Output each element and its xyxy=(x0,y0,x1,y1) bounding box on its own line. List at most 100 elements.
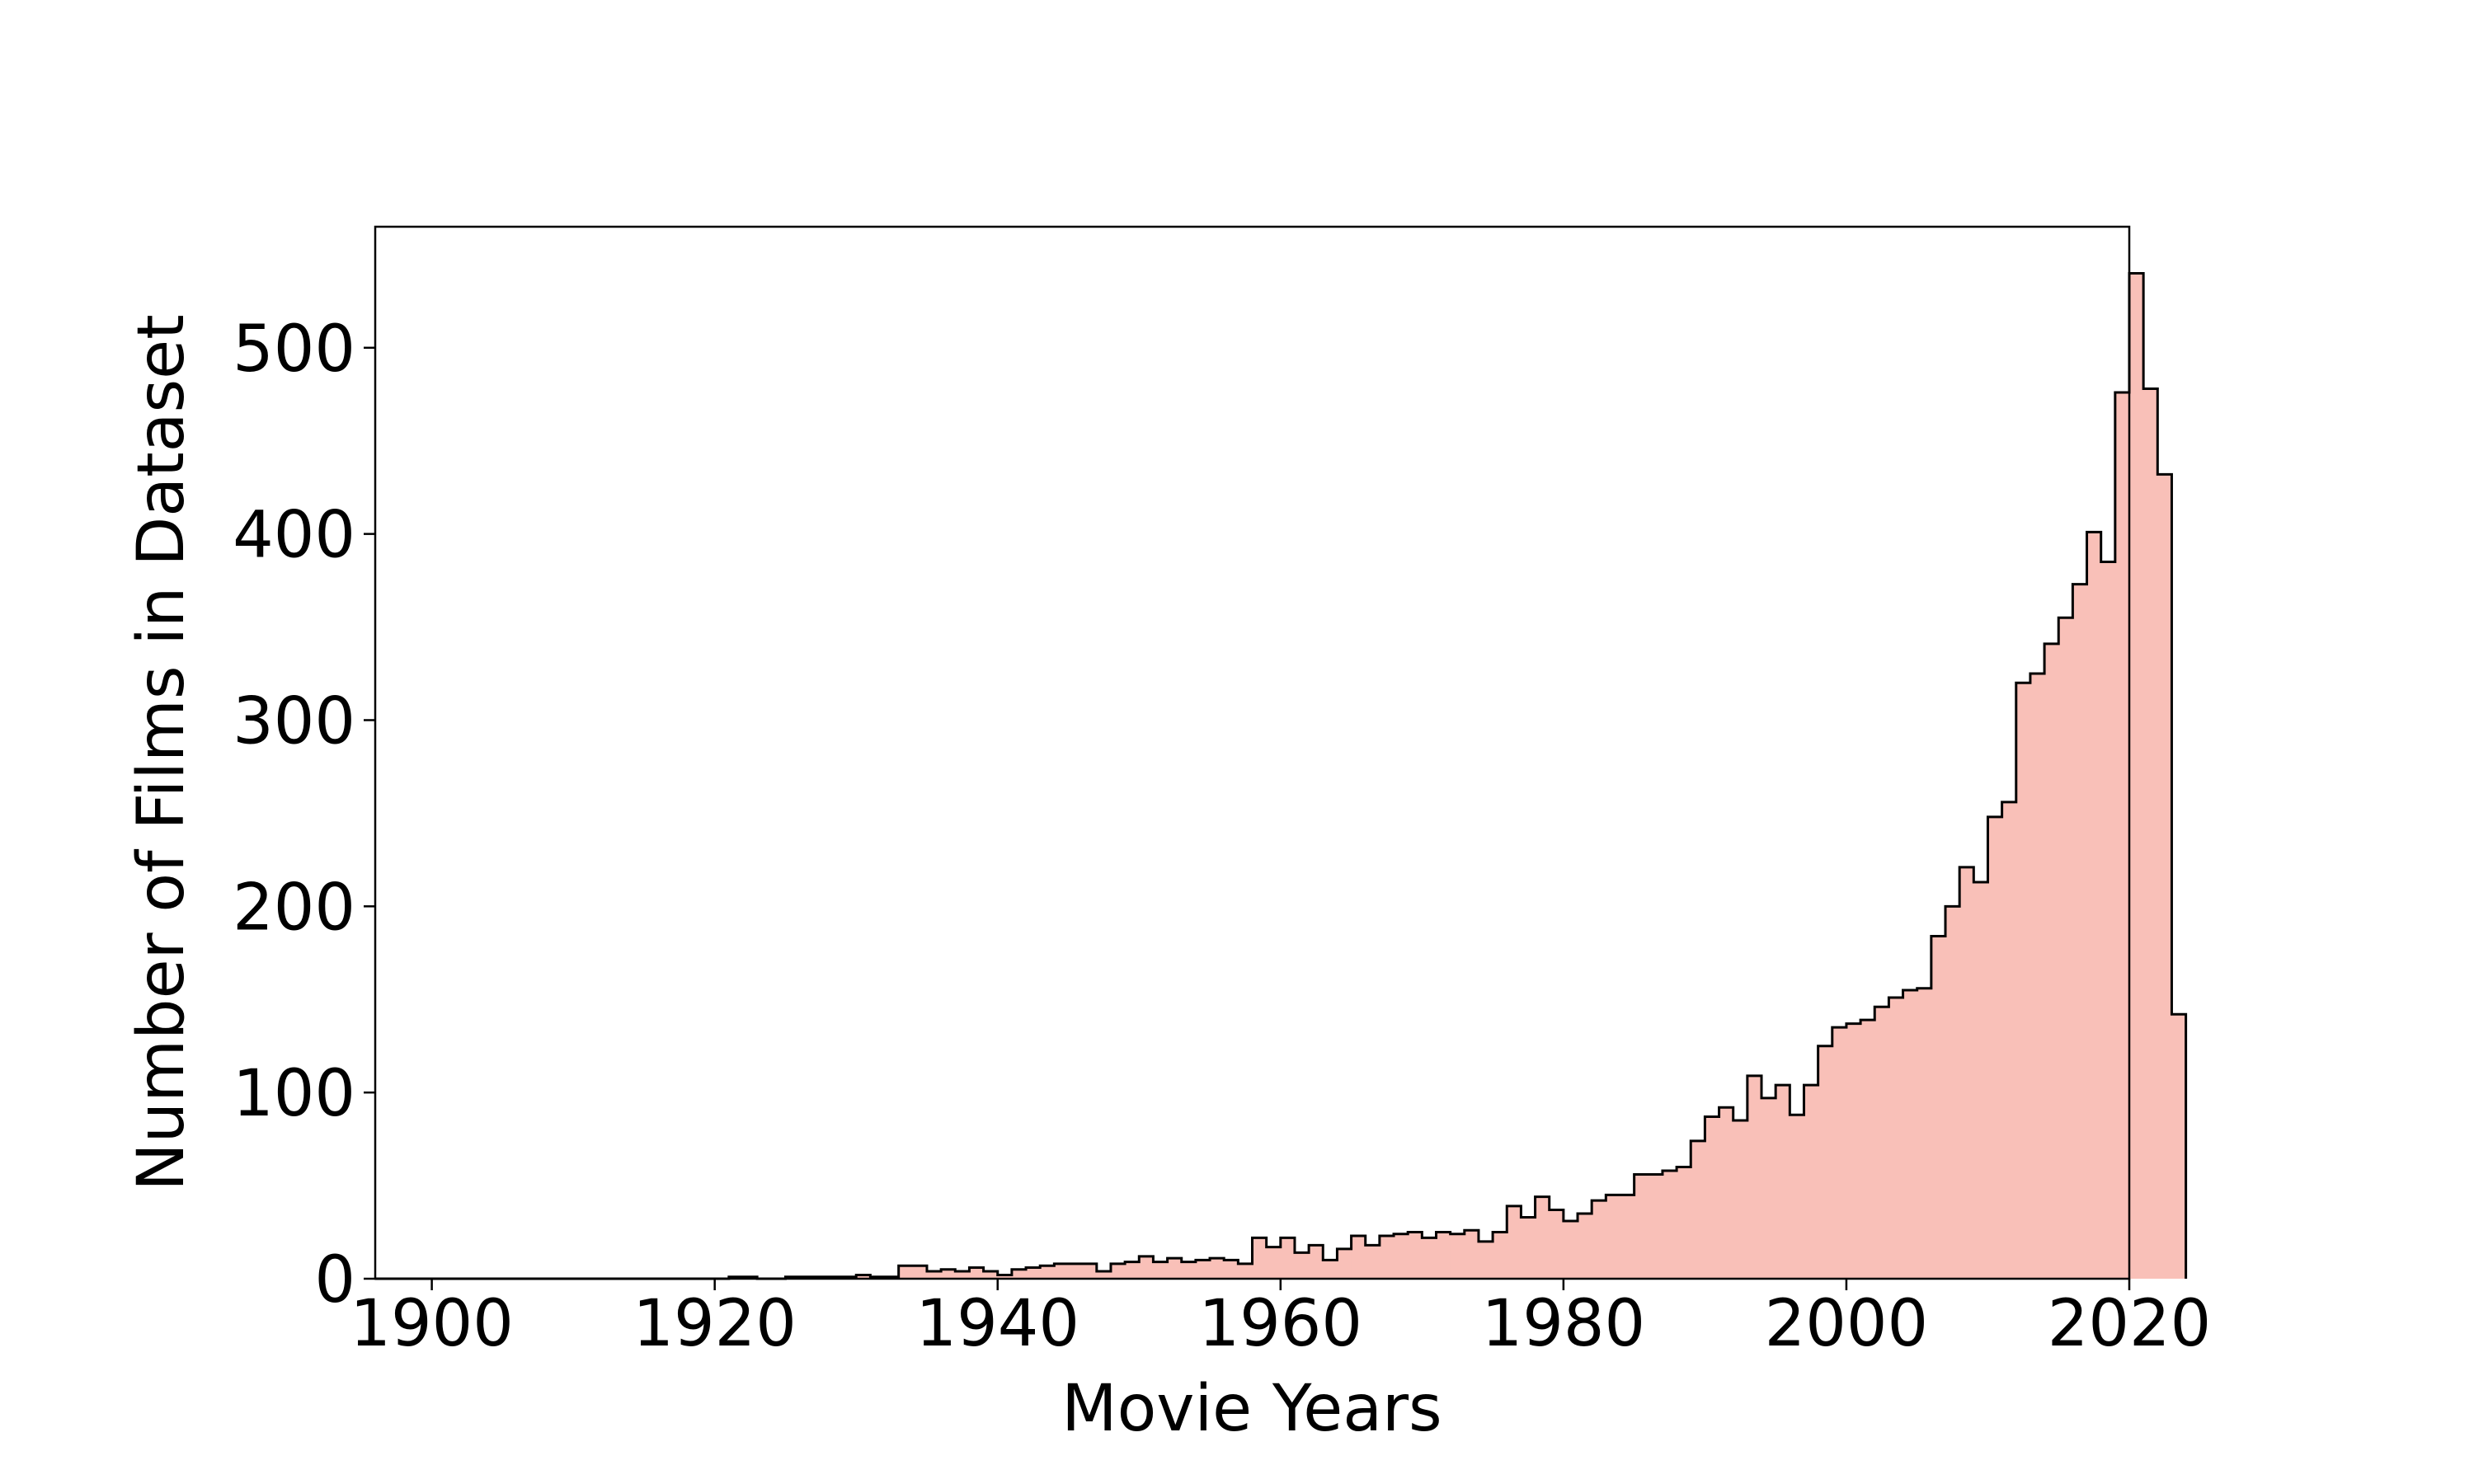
histogram-bar xyxy=(1677,1167,1691,1279)
histogram-bar xyxy=(1634,1174,1649,1279)
histogram-bar xyxy=(1874,1007,1889,1279)
histogram-bar xyxy=(2030,674,2045,1279)
histogram-bar xyxy=(997,1275,1013,1279)
histogram-bar xyxy=(1436,1232,1451,1279)
histogram-bar xyxy=(1351,1236,1366,1279)
histogram-bar xyxy=(1323,1260,1338,1279)
x-tick-label: 1900 xyxy=(350,1287,514,1361)
histogram-bar xyxy=(1082,1263,1098,1279)
histogram-bar xyxy=(955,1270,971,1279)
histogram-bar xyxy=(1181,1261,1197,1279)
histogram-bar xyxy=(1238,1263,1253,1279)
histogram-bar xyxy=(1691,1140,1706,1279)
x-tick-label: 1920 xyxy=(633,1287,797,1361)
x-tick-label: 2020 xyxy=(2048,1287,2212,1361)
histogram-bar xyxy=(1464,1230,1479,1279)
histogram-bar xyxy=(1408,1232,1423,1279)
x-tick-label: 1940 xyxy=(915,1287,1079,1361)
histogram-bar xyxy=(1903,989,1918,1279)
histogram-bar xyxy=(1450,1233,1465,1279)
histogram-bar xyxy=(1110,1263,1126,1279)
histogram-bar xyxy=(1662,1171,1677,1279)
histogram-bar xyxy=(1761,1097,1776,1279)
plot-frame xyxy=(374,225,2131,1280)
histogram-bar xyxy=(2058,618,2073,1279)
histogram-bar xyxy=(1309,1245,1324,1279)
y-tick-label: 500 xyxy=(233,312,355,387)
y-tick-label: 0 xyxy=(314,1243,355,1317)
histogram-bar xyxy=(1394,1233,1409,1279)
histogram-bar xyxy=(983,1270,999,1279)
histogram-bar xyxy=(1959,866,1974,1279)
histogram-bar xyxy=(1563,1220,1578,1279)
histogram-bar xyxy=(898,1266,914,1279)
histogram-bar xyxy=(1648,1174,1663,1279)
histogram-bar xyxy=(2072,584,2088,1279)
histogram-bar xyxy=(1422,1237,1437,1279)
histogram-bar xyxy=(1224,1260,1239,1279)
histogram-bar xyxy=(2015,683,2031,1279)
histogram-bar xyxy=(1139,1256,1155,1279)
y-tick-label: 300 xyxy=(233,684,355,758)
histogram-bar xyxy=(1804,1085,1819,1279)
y-tick-label: 100 xyxy=(233,1057,355,1131)
histogram-bar xyxy=(1987,816,2003,1279)
histogram-bar xyxy=(1945,906,1960,1279)
x-tick-label: 2000 xyxy=(1765,1287,1929,1361)
histogram-bar xyxy=(1832,1027,1847,1279)
y-axis-label: Number of Films in Dataset xyxy=(125,314,199,1190)
histogram-bar xyxy=(2001,801,2017,1279)
histogram-bar xyxy=(1917,988,1932,1279)
histogram-bar xyxy=(1535,1196,1550,1279)
histogram-bar xyxy=(2114,392,2130,1279)
histogram-bars xyxy=(728,273,2187,1279)
histogram-bar xyxy=(1379,1236,1395,1279)
y-tick-label: 200 xyxy=(233,871,355,945)
histogram-bar xyxy=(2171,1014,2187,1279)
histogram-bar xyxy=(1478,1241,1493,1279)
histogram-bar xyxy=(2143,388,2158,1279)
histogram-bar xyxy=(1167,1258,1183,1279)
histogram-bar xyxy=(1294,1252,1310,1279)
histogram-bar xyxy=(1521,1217,1536,1279)
histogram-bar xyxy=(1040,1266,1055,1279)
histogram-bar xyxy=(1125,1261,1140,1279)
histogram-bar xyxy=(1153,1261,1169,1279)
histogram-bar xyxy=(941,1269,956,1279)
histogram-bar xyxy=(1280,1237,1296,1279)
histogram-bar xyxy=(1973,881,1989,1279)
histogram-bar xyxy=(1747,1075,1762,1279)
histogram-bar xyxy=(1195,1260,1211,1279)
x-tick-label: 1980 xyxy=(1482,1287,1646,1361)
histogram-bar xyxy=(1888,997,1904,1279)
histogram-bar xyxy=(1054,1263,1070,1279)
x-tick-label: 1960 xyxy=(1199,1287,1363,1361)
histogram-bar xyxy=(1493,1232,1507,1279)
histogram-bar xyxy=(926,1270,942,1279)
histogram-bar xyxy=(1549,1209,1564,1279)
histogram-bar xyxy=(1365,1245,1380,1279)
y-axis-ticks: 0 100 200 300 400 500 xyxy=(233,312,375,1317)
histogram-bar xyxy=(1337,1248,1352,1279)
histogram-bar xyxy=(1592,1200,1606,1279)
histogram-bar xyxy=(1068,1263,1084,1279)
histogram-bar xyxy=(2129,273,2144,1279)
histogram-bar xyxy=(1252,1237,1268,1279)
histogram-bar xyxy=(2157,474,2173,1279)
histogram-bar xyxy=(1846,1023,1861,1279)
histogram-bar xyxy=(1578,1213,1592,1279)
histogram-bar xyxy=(1733,1120,1748,1279)
x-axis-label: Movie Years xyxy=(1061,1372,1442,1446)
histogram-bar xyxy=(1860,1020,1875,1279)
histogram-bar xyxy=(2044,643,2059,1279)
histogram-bar xyxy=(1776,1085,1790,1279)
histogram-bar xyxy=(1790,1115,1805,1279)
histogram-bar xyxy=(1719,1107,1734,1279)
histogram-bar xyxy=(1705,1116,1720,1279)
histogram-bar xyxy=(1096,1270,1112,1279)
histogram-bar xyxy=(969,1267,985,1279)
histogram-bar xyxy=(1818,1045,1833,1279)
histogram-bar xyxy=(2100,561,2116,1279)
histogram-bar xyxy=(912,1266,928,1279)
